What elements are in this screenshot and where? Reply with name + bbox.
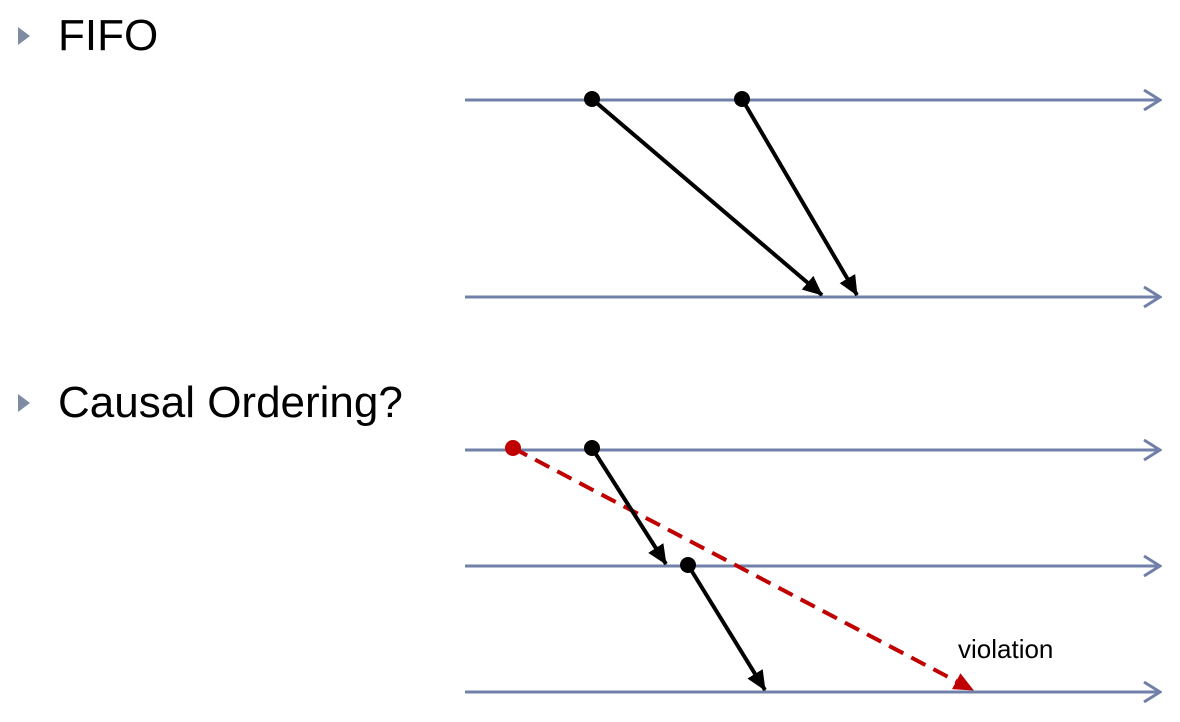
bullet-causal-ordering: Causal Ordering? [18,381,403,425]
causal-send-event-1 [584,440,600,456]
causal-message-arrow-1 [590,446,668,566]
causal-send-event-2 [680,557,696,573]
bullet-fifo: FIFO [18,14,158,58]
fifo-message-arrow-2 [740,97,859,297]
triangle-right-icon [18,394,30,412]
bullet-causal-ordering-label: Causal Ordering? [58,378,403,427]
violation-label: violation [958,634,1053,664]
bullet-fifo-label: FIFO [58,11,159,60]
fifo-send-event-1 [584,91,600,107]
causal-violation-message-arrow [512,446,974,692]
causal-message-arrow-2 [686,563,767,692]
causal-violation-send-event [505,440,521,456]
fifo-message-arrow-1 [590,97,824,297]
fifo-send-event-2 [734,91,750,107]
triangle-right-icon [18,27,30,45]
